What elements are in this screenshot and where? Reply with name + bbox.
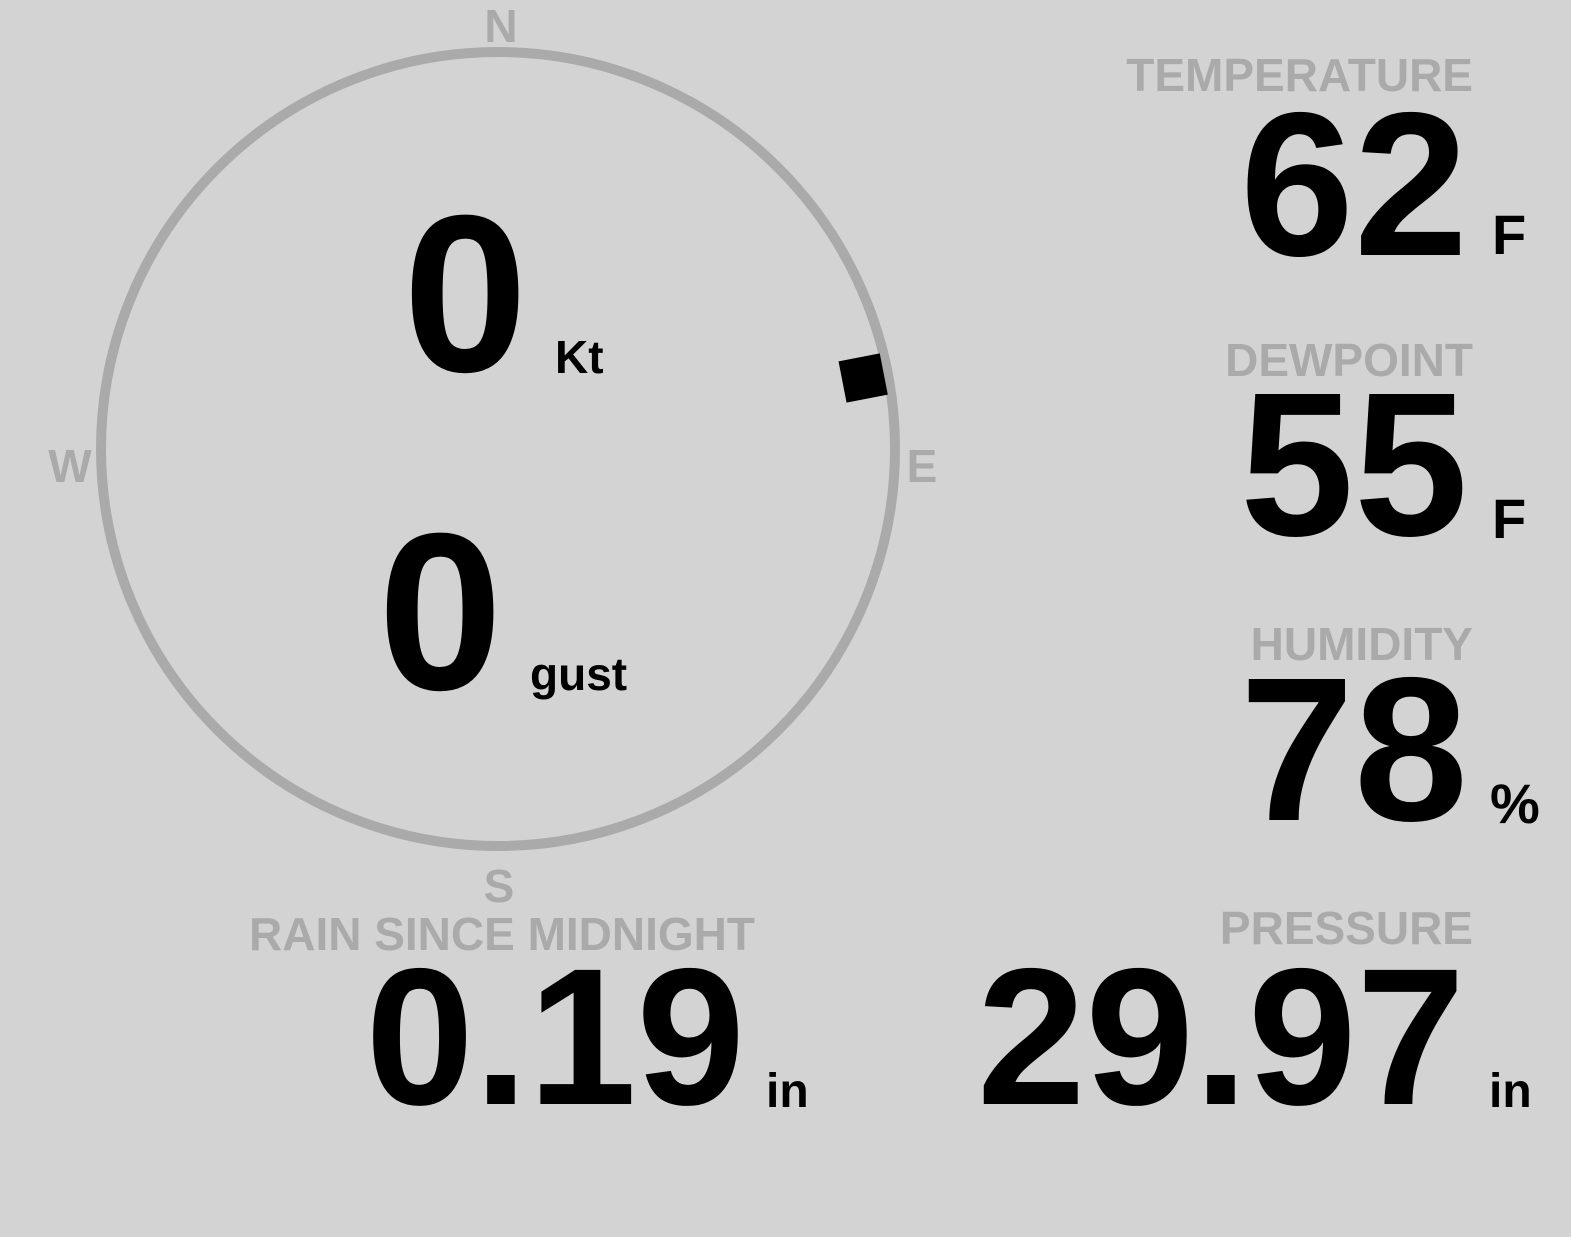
temperature-unit: F [1492, 203, 1527, 266]
compass-west: W [48, 440, 92, 492]
rain-unit: in [766, 1065, 809, 1118]
compass-south: S [483, 860, 515, 912]
dewpoint-unit: F [1492, 487, 1527, 550]
humidity-unit: % [1490, 772, 1540, 835]
wind-speed-value: 0 [403, 169, 528, 419]
dewpoint-value: 55 [1239, 350, 1468, 579]
wind-gust-label: gust [530, 648, 628, 700]
pressure-value: 29.97 [977, 928, 1465, 1146]
rain-value: 0.19 [365, 928, 745, 1146]
wind-speed-unit: Kt [555, 331, 604, 383]
compass-north: N [484, 0, 518, 52]
wind-gust-value: 0 [378, 487, 503, 737]
compass-east: E [906, 440, 938, 492]
humidity-value: 78 [1239, 635, 1468, 864]
wind-direction-marker [838, 353, 888, 403]
rain-label: RAIN SINCE MIDNIGHT [249, 908, 755, 960]
compass-ring [96, 47, 900, 851]
humidity-label: HUMIDITY [1250, 618, 1473, 670]
pressure-label: PRESSURE [1219, 902, 1473, 954]
pressure-unit: in [1489, 1065, 1532, 1118]
temperature-label: TEMPERATURE [1126, 49, 1473, 101]
dewpoint-label: DEWPOINT [1225, 334, 1473, 386]
temperature-value: 62 [1239, 70, 1468, 299]
